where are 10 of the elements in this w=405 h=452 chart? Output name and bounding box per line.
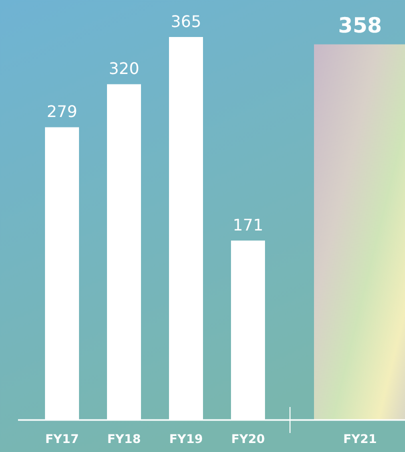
x-tick-label: FY19 [169,432,203,446]
data-label: 320 [108,59,140,78]
data-label: 279 [46,102,78,122]
data-label: 365 [170,12,202,31]
data-label: 171 [232,216,264,235]
data-label: 358 [338,13,382,38]
x-tick-label: FY20 [231,432,265,446]
x-tick-label: FY17 [45,432,79,446]
x-tick-label: FY18 [107,432,141,446]
x-tick-label: FY21 [343,432,377,446]
